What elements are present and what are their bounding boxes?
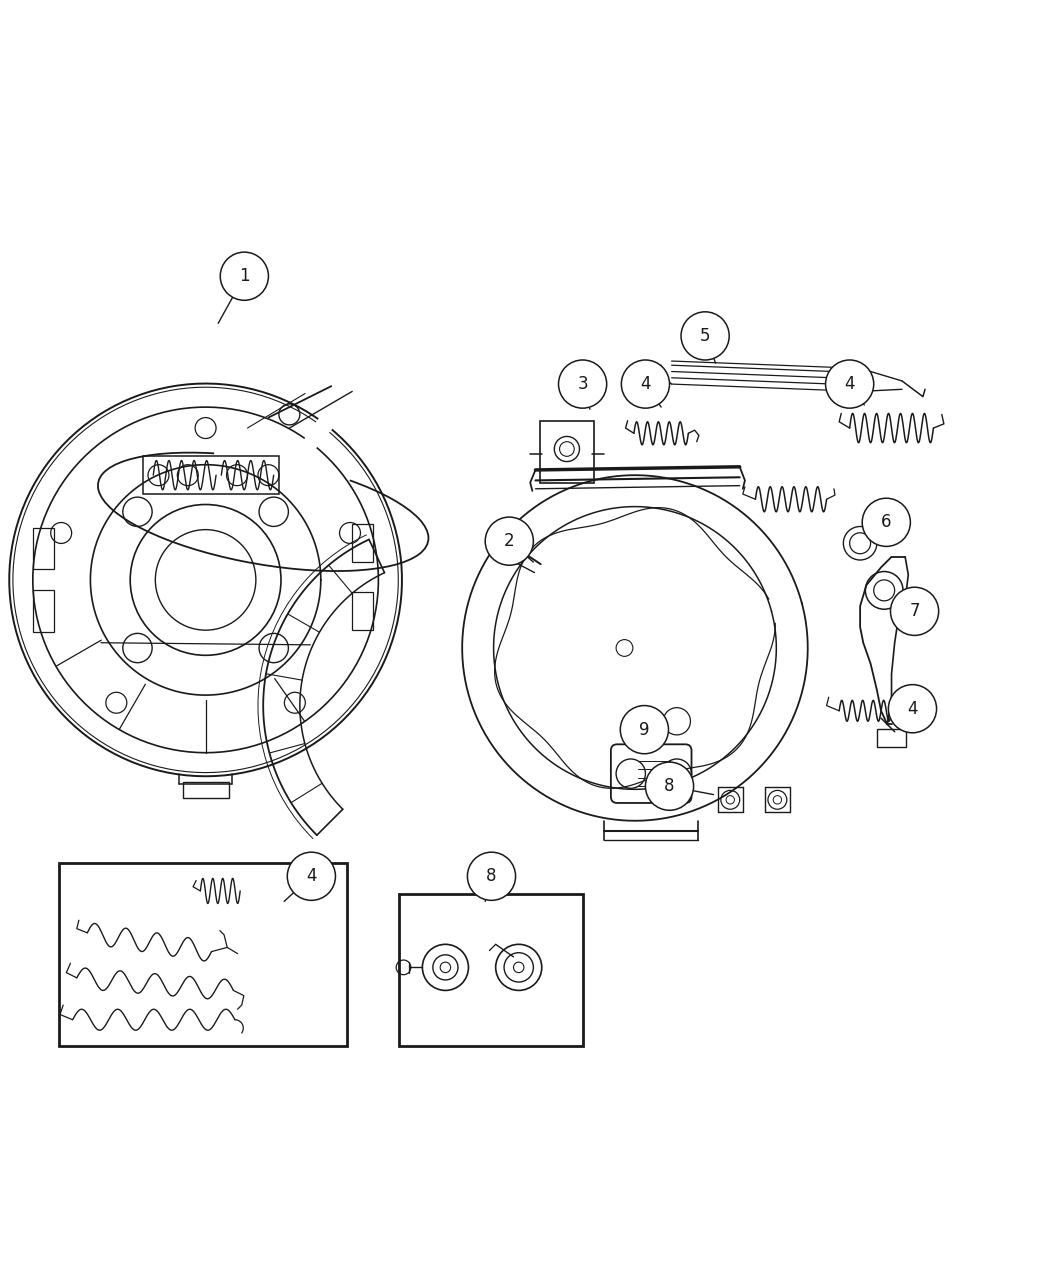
Circle shape: [467, 852, 516, 900]
Text: 9: 9: [639, 720, 650, 738]
Bar: [33, 590, 54, 632]
Bar: [399, 894, 583, 1046]
Bar: [877, 728, 906, 747]
Text: 4: 4: [907, 700, 918, 718]
Bar: [59, 863, 347, 1046]
Circle shape: [862, 499, 910, 547]
Circle shape: [888, 685, 937, 733]
Text: 4: 4: [640, 375, 651, 393]
Text: 4: 4: [844, 375, 855, 393]
Bar: [143, 456, 279, 493]
Text: 1: 1: [239, 268, 250, 286]
Circle shape: [890, 588, 939, 635]
Circle shape: [621, 705, 669, 754]
Text: 7: 7: [909, 602, 920, 621]
Text: 6: 6: [881, 514, 891, 532]
Text: 2: 2: [504, 532, 514, 550]
Text: 8: 8: [665, 778, 675, 796]
Bar: [352, 524, 373, 562]
Circle shape: [288, 852, 335, 900]
Text: 8: 8: [486, 867, 497, 885]
Text: 5: 5: [700, 326, 711, 346]
Circle shape: [485, 518, 533, 565]
Circle shape: [220, 252, 269, 301]
Bar: [183, 782, 229, 798]
Text: 4: 4: [307, 867, 317, 885]
Circle shape: [825, 360, 874, 408]
Bar: [352, 593, 373, 630]
Circle shape: [646, 762, 694, 811]
Circle shape: [622, 360, 670, 408]
Circle shape: [559, 360, 607, 408]
Circle shape: [681, 312, 729, 360]
Text: 3: 3: [578, 375, 588, 393]
Bar: [33, 528, 54, 570]
